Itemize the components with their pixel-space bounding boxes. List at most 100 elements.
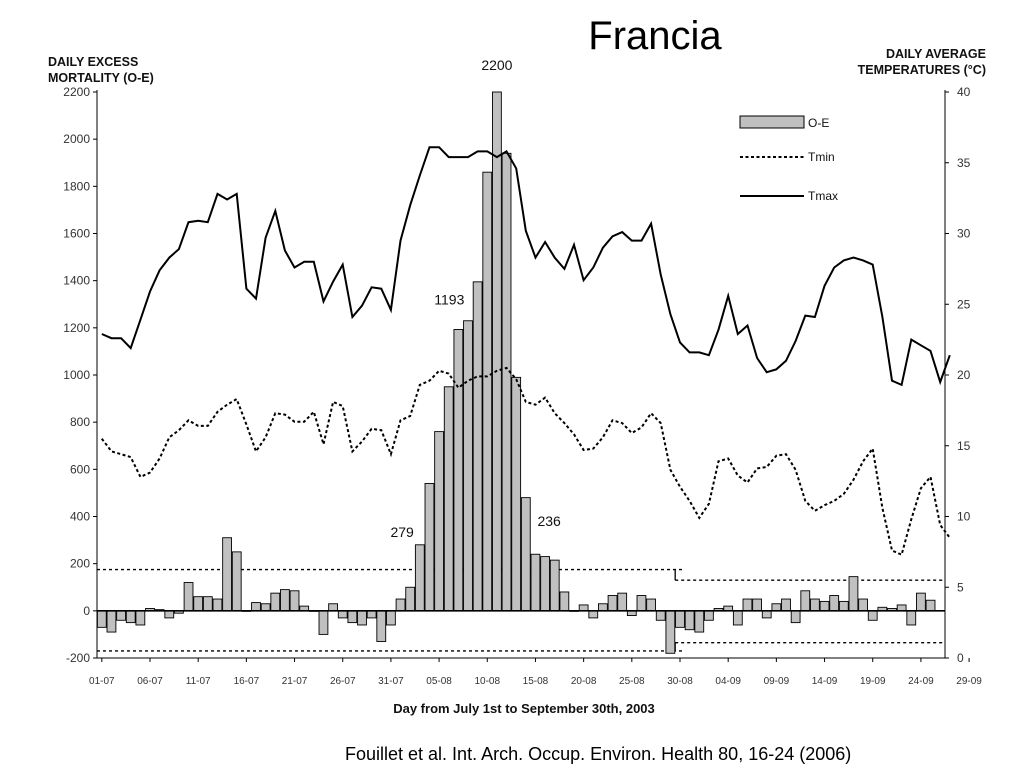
oe-bar — [501, 152, 512, 612]
data-label: 279 — [390, 524, 414, 540]
oe-bar — [848, 576, 859, 612]
oe-bar — [414, 544, 425, 612]
left-axis-title: DAILY EXCESS MORTALITY (O-E) — [48, 54, 154, 86]
oe-bar — [704, 610, 714, 621]
oe-bar — [771, 603, 782, 612]
left-tick-label: 1000 — [63, 368, 90, 382]
oe-bar — [819, 600, 830, 612]
left-tick-label: -200 — [66, 651, 90, 665]
left-tick-label: 1800 — [63, 179, 90, 193]
oe-bar — [867, 610, 878, 621]
tmin-series-line — [101, 366, 951, 557]
oe-bar — [761, 610, 772, 619]
oe-bar — [106, 610, 117, 633]
oe-bar — [434, 431, 444, 612]
x-tick-label: 25-08 — [619, 676, 645, 687]
oe-bar — [251, 602, 261, 612]
x-tick-label: 20-08 — [571, 676, 597, 687]
oe-bar — [492, 91, 502, 612]
left-tick-label: 2200 — [63, 85, 90, 99]
x-tick-label: 29-09 — [956, 676, 982, 687]
oe-bar — [135, 610, 146, 626]
oe-bar — [781, 598, 791, 612]
oe-bar — [443, 386, 454, 612]
oe-bar — [588, 610, 599, 619]
oe-bar — [838, 600, 849, 612]
oe-bar — [752, 598, 762, 612]
left-tick-label: 600 — [70, 462, 90, 476]
citation: Fouillet et al. Int. Arch. Occup. Enviro… — [345, 744, 852, 764]
left-axis-title-line2: MORTALITY (O-E) — [48, 71, 154, 85]
oe-bar — [212, 598, 223, 612]
oe-bar — [453, 329, 464, 612]
right-tick-label: 15 — [957, 439, 971, 453]
oe-bar — [193, 596, 204, 612]
oe-bar — [906, 610, 917, 626]
oe-bar — [270, 592, 281, 612]
left-tick-label: 200 — [70, 557, 90, 571]
data-label: 2200 — [481, 57, 512, 73]
oe-bar — [549, 559, 560, 612]
oe-bar — [125, 610, 136, 624]
oe-bar — [202, 596, 213, 612]
x-tick-label: 11-07 — [186, 676, 211, 687]
oe-bar — [694, 610, 705, 633]
right-tick-label: 20 — [957, 368, 971, 382]
oe-bar — [347, 610, 358, 624]
oe-bar — [530, 553, 541, 612]
oe-bar — [463, 320, 473, 612]
x-axis-title: Day from July 1st to September 30th, 200… — [393, 701, 655, 716]
x-tick-label: 14-09 — [812, 676, 838, 687]
x-tick-label: 10-08 — [474, 676, 500, 687]
right-axis-title-line1: DAILY AVERAGE — [885, 47, 986, 61]
oe-bar — [646, 598, 656, 612]
x-tick-label: 09-09 — [764, 676, 790, 687]
oe-bar — [289, 590, 300, 612]
oe-bar — [96, 610, 107, 628]
oe-bar — [916, 592, 926, 612]
x-tick-label: 01-07 — [89, 676, 115, 687]
oe-bar — [675, 610, 685, 628]
oe-bar — [684, 610, 695, 631]
oe-bar — [164, 610, 175, 619]
oe-bar — [559, 591, 570, 612]
oe-bar — [790, 610, 801, 624]
tmax-series-line — [101, 146, 951, 387]
x-tick-label: 21-07 — [282, 676, 308, 687]
x-tick-label: 05-08 — [426, 676, 452, 687]
oe-bar — [337, 610, 348, 619]
right-tick-label: 5 — [957, 580, 964, 594]
oe-bar — [665, 610, 676, 654]
oe-bar — [598, 603, 608, 612]
left-tick-label: 1600 — [63, 227, 90, 241]
oe-bar — [395, 598, 406, 612]
oe-bar — [328, 603, 338, 612]
right-axis-title-line2: TEMPERATURES (°C) — [857, 63, 986, 77]
oe-bar — [810, 598, 820, 612]
legend-label-tmin: Tmin — [808, 150, 835, 164]
data-label: 236 — [537, 513, 561, 529]
x-tick-label: 04-09 — [715, 676, 741, 687]
oe-bar — [357, 610, 367, 626]
x-tick-label: 15-08 — [523, 676, 549, 687]
right-axis-title: DAILY AVERAGE TEMPERATURES (°C) — [858, 46, 986, 78]
oe-bar — [655, 610, 666, 621]
oe-bar — [511, 376, 522, 612]
oe-bar — [472, 281, 483, 612]
oe-bar — [482, 171, 493, 612]
oe-bar — [829, 595, 840, 612]
data-label: 1193 — [434, 292, 464, 308]
x-tick-label: 06-07 — [137, 676, 163, 687]
left-tick-label: 400 — [70, 510, 90, 524]
oe-bar — [896, 604, 907, 612]
legend-label-tmax: Tmax — [808, 189, 838, 203]
x-tick-label: 31-07 — [378, 676, 404, 687]
oe-bar — [376, 610, 387, 642]
right-tick-label: 40 — [957, 85, 971, 99]
left-axis-title-line1: DAILY EXCESS — [48, 55, 139, 69]
left-tick-label: 1400 — [63, 274, 90, 288]
oe-bar — [405, 586, 416, 612]
right-tick-label: 25 — [957, 297, 971, 311]
left-tick-label: 2000 — [63, 132, 90, 146]
